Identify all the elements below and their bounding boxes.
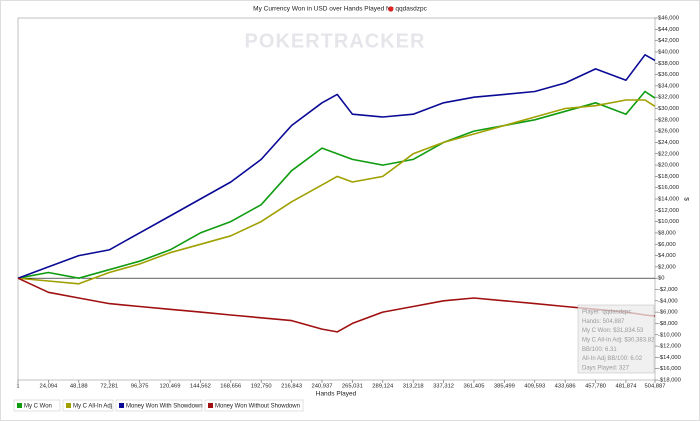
y-tick-label: -$6,000 [658, 310, 678, 316]
y-tick-label: $32,000 [658, 95, 679, 101]
legend-box [13, 399, 61, 412]
y-tick-label: $28,000 [658, 117, 679, 123]
x-axis-label: Hands Played [316, 391, 357, 398]
legend-box [62, 399, 114, 412]
y-tick-label: -$12,000 [658, 344, 681, 350]
y-tick-label: $18,000 [658, 174, 679, 180]
tooltip-line: BB/100: 6.31 [582, 347, 617, 353]
y-tick-label: $0 [658, 276, 664, 282]
tooltip: Player: qqdasdzpc Hands: 504,887 My C Won:… [577, 304, 655, 374]
x-tick-label: 433,686 [555, 384, 576, 390]
x-tick-label: 361,405 [463, 384, 484, 390]
legend-swatch [119, 403, 124, 408]
y-tick-label: $44,000 [658, 27, 679, 33]
x-tick-label: 144,562 [190, 384, 211, 390]
y-tick-label: $14,000 [658, 197, 679, 203]
y-tick-label: $12,000 [658, 208, 679, 214]
tooltip-line: My C Won: $31,834.53 [582, 328, 644, 334]
legend-swatch [66, 403, 71, 408]
y-tick-label: $26,000 [658, 129, 679, 135]
chart-title: My Currency Won in USD over Hands Played… [253, 6, 427, 13]
watermark: POKERTRACKER [245, 30, 426, 52]
x-tick-label: 457,780 [585, 384, 606, 390]
y-tick-label: -$4,000 [658, 298, 678, 304]
y-tick-label: $36,000 [658, 72, 679, 78]
x-tick-label: 504,887 [645, 384, 666, 390]
legend-swatch [17, 403, 22, 408]
series-line [17, 99, 656, 285]
x-tick-label: 96,375 [131, 384, 149, 390]
y-tick-label: -$14,000 [658, 355, 681, 361]
tooltip-line: Player: qqdasdzpc [582, 310, 631, 316]
x-tick-label: 240,937 [311, 384, 332, 390]
x-tick-label: 409,593 [524, 384, 545, 390]
x-tick-label: 289,124 [372, 384, 394, 390]
tooltip-box [577, 304, 655, 374]
y-tick-label: $40,000 [658, 49, 679, 55]
tooltip-line: Hands: 504,887 [582, 319, 625, 325]
legend-label: Money Won Without Showdown [215, 403, 300, 409]
y-tick-label: $42,000 [658, 38, 679, 44]
legend-swatch [208, 403, 213, 408]
y-tick-label: $6,000 [658, 242, 676, 248]
title-icon [388, 6, 394, 12]
x-tick-label: 72,281 [100, 384, 118, 390]
tooltip-line: My C All-In Adj: $30,383.82 [582, 337, 655, 343]
legend-box [115, 399, 203, 412]
x-tick-label: 313,218 [403, 384, 424, 390]
y-tick-label: $46,000 [658, 16, 679, 22]
series-line [17, 90, 656, 279]
x-tick-label: 481,874 [615, 384, 637, 390]
tooltip-line: Days Played: 327 [582, 365, 630, 371]
x-tick-label: 385,499 [494, 384, 515, 390]
legend-label: My C All-In Adj [73, 403, 112, 409]
x-tick-label: 265,031 [342, 384, 363, 390]
y-tick-label: $10,000 [658, 219, 679, 225]
x-tick-label: 48,188 [70, 384, 88, 390]
series-line [17, 54, 656, 279]
y-tick-label: $22,000 [658, 151, 679, 157]
legend-label: Money Won With Showdown [126, 403, 203, 409]
tooltip-line: All-In Adj BB/100: 6.02 [582, 356, 643, 362]
x-tick-label: 192,750 [251, 384, 272, 390]
x-tick-label: 216,843 [281, 384, 302, 390]
x-tick-label: 120,469 [160, 384, 181, 390]
series-line [17, 277, 656, 333]
legend-box [204, 399, 304, 412]
y-tick-label: $30,000 [658, 106, 679, 112]
y-tick-label: -$10,000 [658, 332, 681, 338]
y-tick-label: -$2,000 [658, 287, 678, 293]
y-tick-label: $16,000 [658, 185, 679, 191]
x-tick-label: 168,656 [220, 384, 241, 390]
y-tick-label: $2,000 [658, 264, 676, 270]
y-tick-label: $4,000 [658, 253, 676, 259]
y-tick-label: $20,000 [658, 163, 679, 169]
x-tick-label: 1 [16, 384, 19, 390]
y-tick-label: $24,000 [658, 140, 679, 146]
y-tick-label: $8,000 [658, 230, 676, 236]
y-tick-label: -$16,000 [658, 366, 681, 372]
y-axis-label: $ [682, 197, 689, 201]
y-tick-label: -$8,000 [658, 321, 678, 327]
y-tick-label: -$18,000 [658, 378, 681, 384]
x-tick-label: 24,094 [40, 384, 59, 390]
y-tick-label: $38,000 [658, 61, 679, 67]
legend-label: My C Won [24, 403, 52, 409]
y-tick-label: $34,000 [658, 83, 679, 89]
x-tick-label: 337,312 [433, 384, 454, 390]
